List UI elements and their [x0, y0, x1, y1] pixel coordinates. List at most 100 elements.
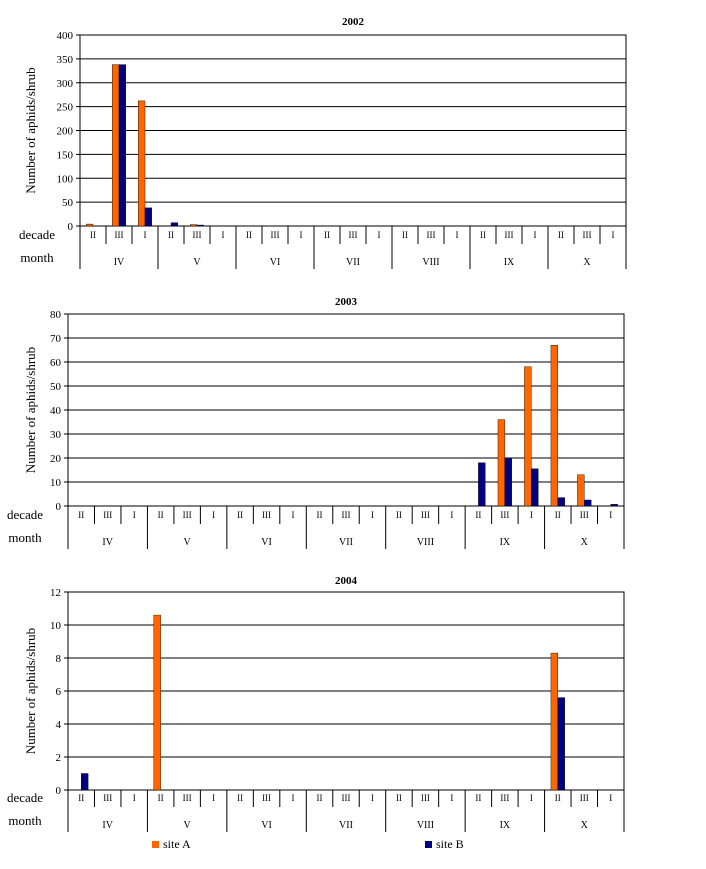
- legend-swatch: [425, 841, 432, 848]
- chart-title: 2004: [335, 575, 358, 587]
- decade-label: I: [456, 230, 459, 240]
- bar-site-b: [610, 504, 618, 507]
- month-label: IX: [504, 257, 515, 268]
- month-label: VI: [261, 537, 272, 548]
- y-axis-label: Number of aphids/shrub: [23, 347, 38, 473]
- decade-label: III: [193, 230, 202, 240]
- decade-label: I: [292, 510, 295, 520]
- decade-label: II: [90, 230, 96, 240]
- decade-label: III: [183, 510, 192, 520]
- legend-label: site A: [163, 837, 191, 851]
- decade-label: II: [555, 793, 561, 803]
- decade-label: I: [378, 230, 381, 240]
- decade-label: I: [212, 510, 215, 520]
- month-label: V: [184, 537, 192, 548]
- bar-site-a: [86, 223, 94, 227]
- month-label: V: [184, 820, 192, 831]
- decade-label: I: [450, 510, 453, 520]
- decade-label: III: [103, 793, 112, 803]
- month-label: IX: [500, 820, 511, 831]
- month-label: X: [581, 820, 589, 831]
- month-label: VIII: [417, 820, 434, 831]
- y-tick-label: 70: [50, 333, 62, 345]
- y-tick-label: 150: [57, 149, 74, 161]
- decade-label: II: [558, 230, 564, 240]
- decade-label: I: [534, 230, 537, 240]
- row-label-decade: decade: [19, 227, 55, 242]
- bar-site-b: [584, 499, 592, 507]
- y-tick-label: 4: [56, 719, 62, 731]
- decade-label: II: [396, 510, 402, 520]
- decade-label: I: [609, 510, 612, 520]
- y-tick-label: 50: [50, 381, 62, 393]
- decade-label: II: [317, 793, 323, 803]
- bar-site-b: [196, 224, 204, 227]
- decade-label: III: [262, 510, 271, 520]
- y-tick-label: 6: [56, 686, 62, 698]
- decade-label: II: [78, 510, 84, 520]
- y-tick-label: 300: [57, 78, 74, 90]
- decade-label: III: [421, 793, 430, 803]
- month-label: VI: [261, 820, 272, 831]
- y-tick-label: 50: [62, 197, 74, 209]
- bar-site-b: [81, 773, 89, 791]
- y-tick-label: 100: [57, 173, 74, 185]
- y-tick-label: 0: [56, 785, 62, 797]
- decade-label: I: [530, 793, 533, 803]
- y-tick-label: 12: [50, 587, 61, 599]
- decade-label: II: [324, 230, 330, 240]
- decade-label: III: [505, 230, 514, 240]
- chart-2003: 2003 0 10 20 30 40 50 60 70 80 Number of aphids/sh…: [7, 296, 625, 549]
- decade-label: III: [500, 510, 509, 520]
- decade-label: III: [427, 230, 436, 240]
- decade-label: II: [480, 230, 486, 240]
- decade-label: III: [583, 230, 592, 240]
- plot-frame: [79, 34, 627, 227]
- bar-site-b: [478, 462, 486, 507]
- month-label: X: [581, 537, 589, 548]
- bar-site-a: [524, 366, 532, 507]
- decade-label: III: [271, 230, 280, 240]
- month-label: VIII: [422, 257, 439, 268]
- bar-site-b: [557, 697, 565, 791]
- decade-label: II: [237, 510, 243, 520]
- row-label-month: month: [20, 250, 54, 265]
- decade-label: II: [555, 510, 561, 520]
- y-tick-label: 30: [50, 429, 62, 441]
- month-label: VII: [339, 537, 353, 548]
- decade-label: II: [475, 510, 481, 520]
- legend-label: site B: [436, 837, 464, 851]
- y-tick-label: 350: [57, 54, 74, 66]
- row-label-month: month: [8, 530, 42, 545]
- y-tick-label: 10: [50, 477, 62, 489]
- chart-2002: 2002 0 50 100 150 200 250 300 350 400 Number of ap…: [19, 16, 627, 269]
- legend: site A site B: [152, 837, 464, 851]
- decade-label: I: [371, 793, 374, 803]
- bar-site-b: [118, 64, 126, 227]
- bar-site-a: [153, 614, 161, 791]
- bar-site-a: [497, 419, 506, 507]
- decade-label: III: [500, 793, 509, 803]
- bar-site-a: [550, 345, 559, 507]
- bar-site-a: [112, 64, 120, 227]
- decade-label: II: [475, 793, 481, 803]
- y-tick-label: 20: [50, 453, 62, 465]
- bar-site-b: [557, 497, 565, 507]
- decade-label: I: [300, 230, 303, 240]
- decade-label: II: [402, 230, 408, 240]
- decade-label: III: [580, 793, 589, 803]
- bar-site-b: [144, 207, 152, 227]
- chart-title: 2003: [335, 296, 358, 308]
- y-tick-label: 8: [56, 653, 62, 665]
- y-tick-label: 400: [57, 30, 74, 42]
- bar-site-b: [170, 222, 178, 227]
- bar-site-b: [531, 468, 539, 507]
- legend-swatch: [152, 841, 159, 848]
- decade-label: I: [212, 793, 215, 803]
- decade-label: III: [580, 510, 589, 520]
- decade-label: I: [371, 510, 374, 520]
- decade-label: I: [222, 230, 225, 240]
- month-label: IX: [500, 537, 511, 548]
- plot-frame: [67, 313, 625, 507]
